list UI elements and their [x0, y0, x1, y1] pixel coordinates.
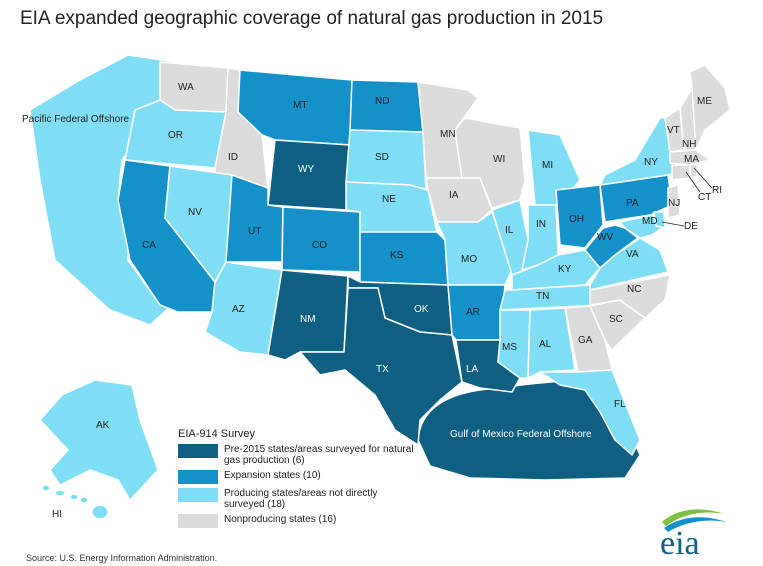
state-me[interactable]	[689, 64, 731, 151]
label-ar: AR	[466, 307, 480, 318]
label-ny: NY	[644, 157, 658, 168]
label-ma: MA	[684, 154, 699, 165]
source-note: Source: U.S. Energy Information Administ…	[26, 553, 218, 563]
label-va: VA	[626, 249, 639, 260]
legend-swatch-pre2015	[178, 444, 218, 458]
label-pa: PA	[626, 198, 639, 209]
state-mo[interactable]	[436, 211, 513, 286]
label-or: OR	[168, 130, 183, 141]
label-ak: AK	[96, 420, 110, 431]
label-in: IN	[536, 219, 546, 230]
label-mo: MO	[461, 254, 477, 265]
state-wa[interactable]	[159, 61, 229, 113]
label-hi: HI	[52, 509, 62, 520]
label-tn: TN	[536, 291, 549, 302]
label-me: ME	[697, 96, 712, 107]
state-hi[interactable]	[41, 484, 109, 520]
label-mi: MI	[542, 160, 553, 171]
state-ak[interactable]	[39, 379, 159, 501]
label-ok: OK	[414, 304, 429, 315]
state-ne[interactable]	[345, 181, 438, 233]
label-de: DE	[684, 221, 698, 232]
legend-title: EIA-914 Survey	[178, 428, 256, 440]
state-ga[interactable]	[564, 305, 613, 373]
legend-label: Expansion states (10)	[224, 470, 321, 481]
page-title: EIA expanded geographic coverage of natu…	[20, 8, 604, 29]
state-ma[interactable]	[669, 149, 711, 166]
legend-swatch-expansion	[178, 470, 218, 484]
label-ri: RI	[712, 185, 722, 196]
label-ne: NE	[382, 194, 396, 205]
state-oh[interactable]	[555, 184, 604, 249]
legend-item: Expansion states (10)	[178, 470, 414, 484]
state-md[interactable]	[619, 214, 663, 239]
label-ct: CT	[698, 192, 711, 203]
label-vt: VT	[667, 125, 680, 136]
state-de[interactable]	[653, 211, 666, 229]
legend: EIA-914 Survey Pre-2015 states/areas sur…	[178, 428, 414, 532]
label-nm: NM	[300, 314, 316, 325]
state-wy[interactable]	[267, 139, 351, 211]
label-oh: OH	[569, 214, 584, 225]
state-ks[interactable]	[359, 231, 449, 286]
label-nv: NV	[188, 207, 202, 218]
state-ct[interactable]	[671, 164, 691, 181]
label-wv: WV	[597, 232, 613, 243]
eia-logo-text: eia	[660, 525, 700, 560]
eia-logo: eia	[660, 509, 726, 560]
label-ky: KY	[558, 264, 572, 275]
state-tx[interactable]	[299, 287, 463, 446]
label-nd: ND	[375, 96, 389, 107]
label-al: AL	[539, 339, 552, 350]
label-wa: WA	[178, 82, 194, 93]
label-mt: MT	[293, 100, 307, 111]
label-il: IL	[505, 225, 514, 236]
legend-swatch-producing	[178, 488, 218, 502]
legend-label: Nonproducing states (16)	[224, 514, 337, 525]
label-ca: CA	[142, 240, 156, 251]
label-sd: SD	[375, 152, 389, 163]
label-pacific-offshore: Pacific Federal Offshore	[22, 114, 130, 125]
label-nj: NJ	[668, 198, 680, 209]
label-wi: WI	[493, 154, 505, 165]
legend-swatch-nonproducing	[178, 514, 218, 528]
label-tx: TX	[376, 364, 389, 375]
state-nc[interactable]	[589, 274, 671, 319]
label-wy: WY	[298, 164, 314, 175]
label-fl: FL	[614, 399, 626, 410]
state-nj[interactable]	[667, 184, 681, 219]
state-ri[interactable]	[689, 164, 698, 179]
legend-item: Producing states/areas not directly surv…	[178, 488, 414, 510]
legend-item: Pre-2015 states/areas surveyed for natur…	[178, 444, 414, 466]
label-md: MD	[642, 216, 658, 227]
label-ms: MS	[502, 342, 517, 353]
label-sc: SC	[609, 314, 623, 325]
state-al[interactable]	[527, 307, 576, 379]
legend-label: Pre-2015 states/areas surveyed for natur…	[224, 444, 414, 466]
label-ia: IA	[449, 190, 459, 201]
label-id: ID	[228, 152, 238, 163]
label-gulf-offshore: Gulf of Mexico Federal Offshore	[450, 429, 592, 440]
state-fl[interactable]	[539, 369, 641, 456]
label-ga: GA	[578, 335, 593, 346]
label-nh: NH	[682, 139, 696, 150]
label-mn: MN	[440, 129, 456, 140]
legend-label: Producing states/areas not directly surv…	[224, 488, 378, 510]
label-ks: KS	[390, 250, 404, 261]
legend-item: Nonproducing states (16)	[178, 514, 414, 528]
label-az: AZ	[232, 304, 245, 315]
label-la: LA	[466, 364, 479, 375]
label-ut: UT	[248, 226, 261, 237]
state-wi[interactable]	[454, 117, 526, 209]
label-co: CO	[312, 240, 327, 251]
label-nc: NC	[627, 284, 641, 295]
